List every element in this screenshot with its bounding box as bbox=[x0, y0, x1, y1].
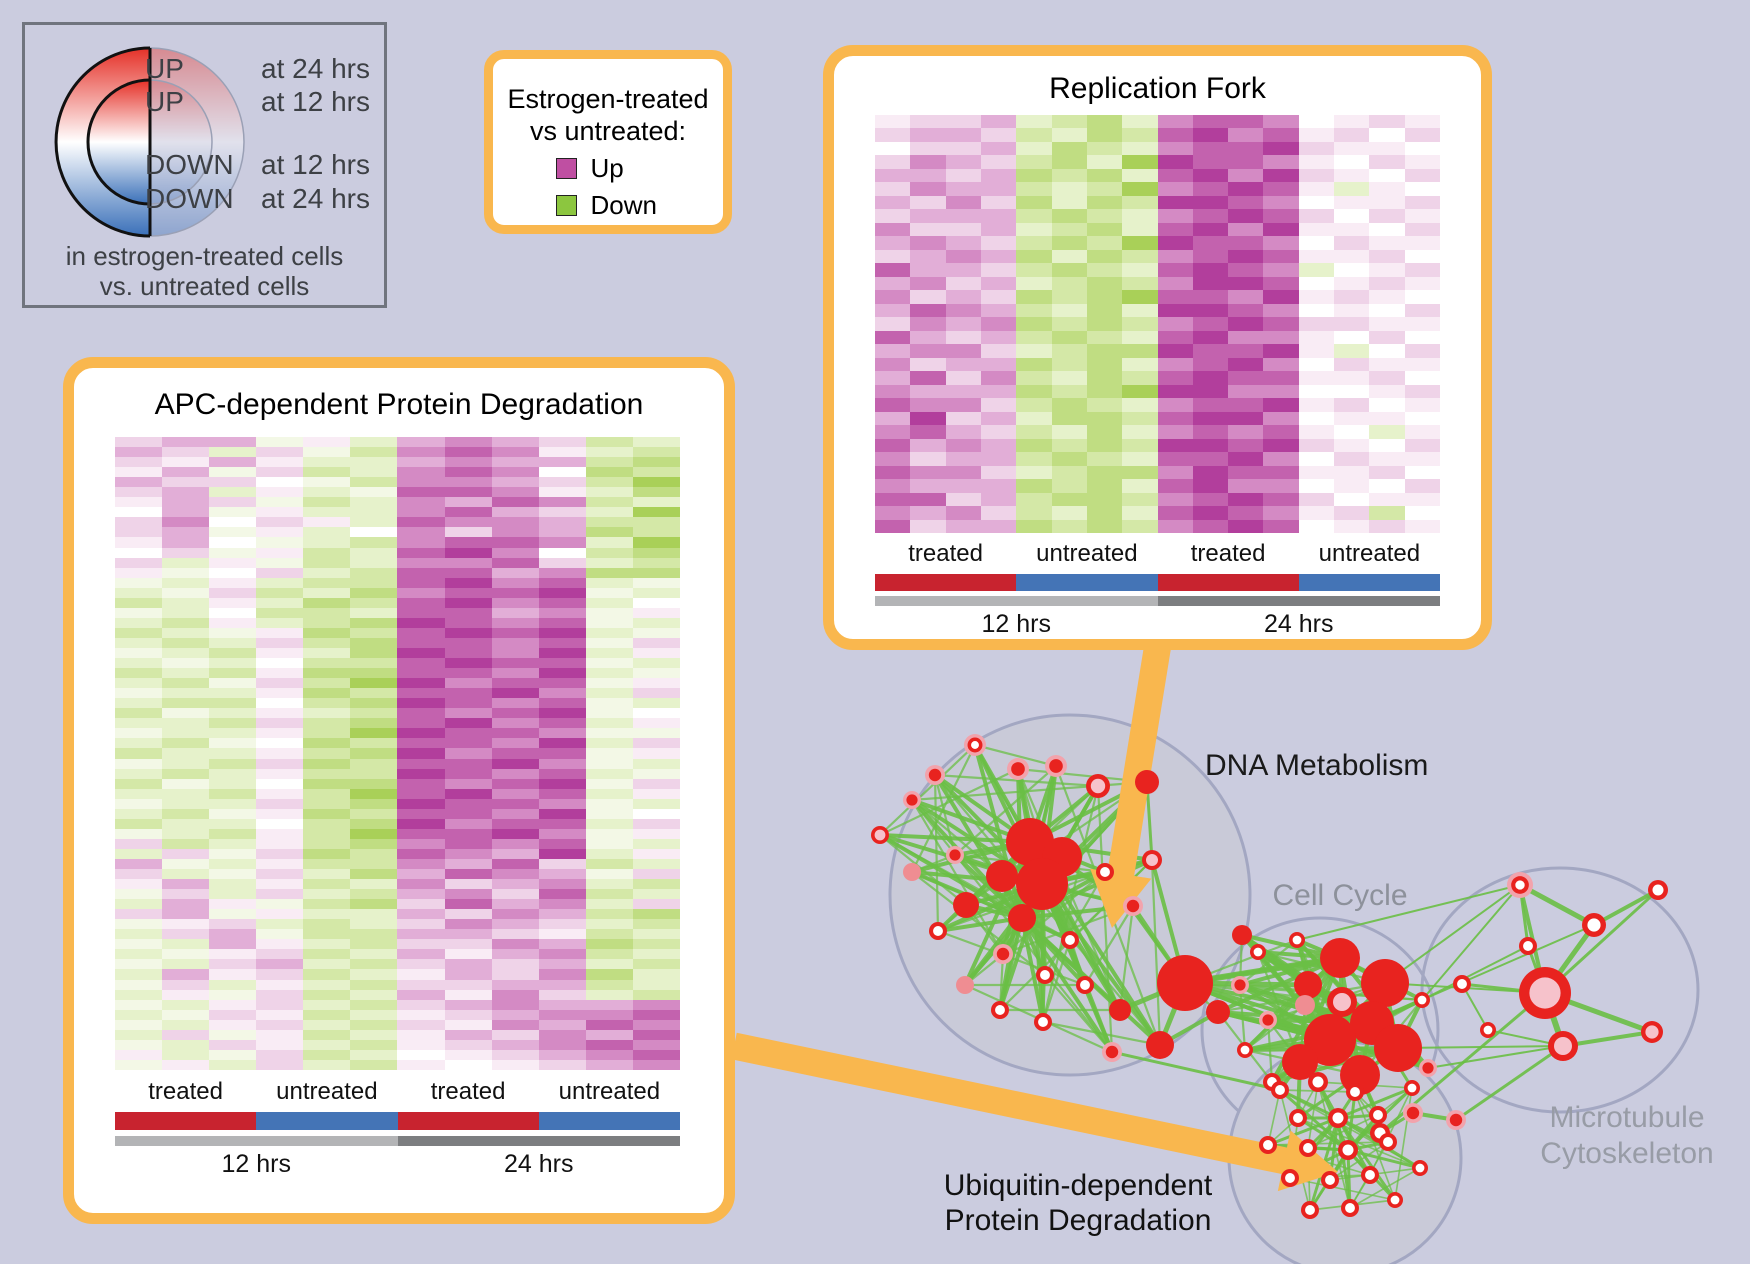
bottom-white-margin bbox=[0, 1264, 1750, 1279]
apc-label-24hrs: 24 hrs bbox=[504, 1150, 574, 1178]
concentric-circle-legend-icon bbox=[54, 46, 245, 238]
apc-bar-24hrs bbox=[397, 1136, 680, 1146]
svg-text:Cytoskeleton: Cytoskeleton bbox=[1540, 1137, 1713, 1170]
rf-bar-12hrs bbox=[875, 596, 1158, 606]
replication-fork-title: Replication Fork bbox=[1049, 72, 1266, 105]
rf-bar-treated-12 bbox=[875, 574, 1017, 591]
rf-bar-untreated-24 bbox=[1298, 574, 1440, 591]
replication-fork-heatmap bbox=[875, 115, 1440, 534]
estrogen-legend-box: Estrogen-treated vs untreated: Up Down bbox=[484, 50, 732, 234]
legend-down-24-dir: DOWN bbox=[145, 183, 234, 214]
estrogen-legend-title-line2: vs untreated: bbox=[529, 116, 687, 146]
legend-down-12-time: at 12 hrs bbox=[261, 149, 370, 180]
rf-group-treated-12: treated bbox=[908, 540, 983, 567]
apc-degradation-title: APC-dependent Protein Degradation bbox=[154, 388, 644, 421]
legend-footer-line2: vs. untreated cells bbox=[99, 271, 310, 301]
apc-group-untreated-24: untreated bbox=[558, 1078, 661, 1105]
down-color-swatch bbox=[555, 195, 577, 216]
apc-bar-untreated-12 bbox=[256, 1112, 398, 1130]
svg-text:Protein Degradation: Protein Degradation bbox=[945, 1204, 1212, 1237]
apc-group-labels: treated untreated treated untreated bbox=[115, 1078, 680, 1106]
rf-bar-24hrs bbox=[1157, 596, 1440, 606]
apc-time-bar bbox=[115, 1136, 680, 1146]
apc-bar-treated-12 bbox=[115, 1112, 257, 1130]
rf-label-24hrs: 24 hrs bbox=[1264, 610, 1334, 638]
rf-group-untreated-12: untreated bbox=[1036, 540, 1138, 567]
legend-up-12-time: at 12 hrs bbox=[261, 86, 370, 117]
rf-time-labels: 12 hrs 24 hrs bbox=[875, 610, 1440, 639]
svg-text:DNA Metabolism: DNA Metabolism bbox=[1205, 749, 1428, 782]
legend-up-12-dir: UP bbox=[145, 86, 184, 117]
apc-time-labels: 12 hrs 24 hrs bbox=[115, 1150, 680, 1179]
estrogen-legend-title-line1: Estrogen-treated bbox=[507, 84, 709, 114]
apc-treatment-colorbar bbox=[115, 1112, 680, 1130]
legend-down-24-time: at 24 hrs bbox=[261, 183, 370, 214]
legend-footer-line1: in estrogen-treated cells bbox=[65, 241, 344, 271]
rf-label-12hrs: 12 hrs bbox=[981, 610, 1051, 638]
up-swatch-label: Up bbox=[590, 153, 624, 183]
svg-text:Cell Cycle: Cell Cycle bbox=[1272, 879, 1407, 912]
rf-bar-untreated-12 bbox=[1016, 574, 1158, 591]
legend-down-12-dir: DOWN bbox=[145, 149, 234, 180]
svg-text:Ubiquitin-dependent: Ubiquitin-dependent bbox=[944, 1169, 1213, 1202]
apc-bar-12hrs bbox=[115, 1136, 398, 1146]
apc-group-untreated-12: untreated bbox=[276, 1078, 378, 1105]
apc-group-treated-24: treated bbox=[430, 1078, 506, 1105]
apc-label-12hrs: 12 hrs bbox=[221, 1150, 291, 1178]
apc-bar-treated-24 bbox=[397, 1112, 539, 1130]
down-swatch-label: Down bbox=[590, 190, 657, 220]
up-color-swatch bbox=[555, 158, 577, 179]
rf-time-bar bbox=[875, 596, 1440, 606]
apc-group-treated-12: treated bbox=[148, 1078, 223, 1105]
apc-bar-untreated-24 bbox=[538, 1112, 680, 1130]
legend-up-24-dir: UP bbox=[145, 53, 184, 84]
circle-legend-box: UP at 24 hrs UP at 12 hrs DOWN at 12 hrs… bbox=[22, 22, 387, 308]
apc-degradation-heatmap bbox=[115, 437, 680, 1070]
rf-group-labels: treated untreated treated untreated bbox=[875, 540, 1440, 568]
rf-group-treated-24: treated bbox=[1190, 540, 1266, 567]
rf-treatment-colorbar bbox=[875, 574, 1440, 591]
rf-bar-treated-24 bbox=[1157, 574, 1299, 591]
svg-text:Microtubule: Microtubule bbox=[1549, 1101, 1704, 1134]
legend-up-24-time: at 24 hrs bbox=[261, 53, 370, 84]
rf-group-untreated-24: untreated bbox=[1318, 540, 1421, 567]
